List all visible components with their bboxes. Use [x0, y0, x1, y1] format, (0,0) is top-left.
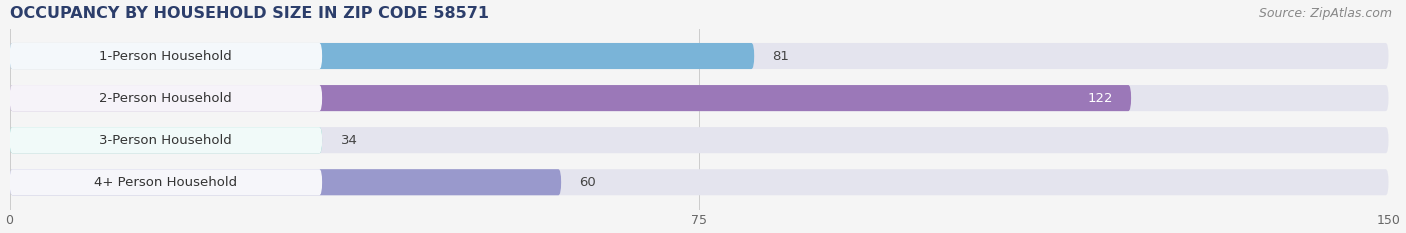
FancyBboxPatch shape	[10, 43, 1389, 69]
FancyBboxPatch shape	[10, 127, 322, 153]
Text: 4+ Person Household: 4+ Person Household	[94, 176, 238, 189]
Text: OCCUPANCY BY HOUSEHOLD SIZE IN ZIP CODE 58571: OCCUPANCY BY HOUSEHOLD SIZE IN ZIP CODE …	[10, 6, 488, 21]
Text: 34: 34	[340, 134, 357, 147]
FancyBboxPatch shape	[10, 127, 322, 153]
FancyBboxPatch shape	[10, 169, 322, 195]
FancyBboxPatch shape	[10, 85, 1130, 111]
Text: 60: 60	[579, 176, 596, 189]
Text: 3-Person Household: 3-Person Household	[100, 134, 232, 147]
FancyBboxPatch shape	[10, 85, 322, 111]
Text: 122: 122	[1087, 92, 1112, 105]
FancyBboxPatch shape	[10, 169, 1389, 195]
Text: 81: 81	[772, 50, 789, 62]
FancyBboxPatch shape	[10, 169, 561, 195]
FancyBboxPatch shape	[10, 127, 1389, 153]
FancyBboxPatch shape	[10, 43, 322, 69]
Text: 1-Person Household: 1-Person Household	[100, 50, 232, 62]
FancyBboxPatch shape	[10, 85, 1389, 111]
FancyBboxPatch shape	[10, 43, 754, 69]
Text: 2-Person Household: 2-Person Household	[100, 92, 232, 105]
Text: Source: ZipAtlas.com: Source: ZipAtlas.com	[1258, 7, 1392, 20]
